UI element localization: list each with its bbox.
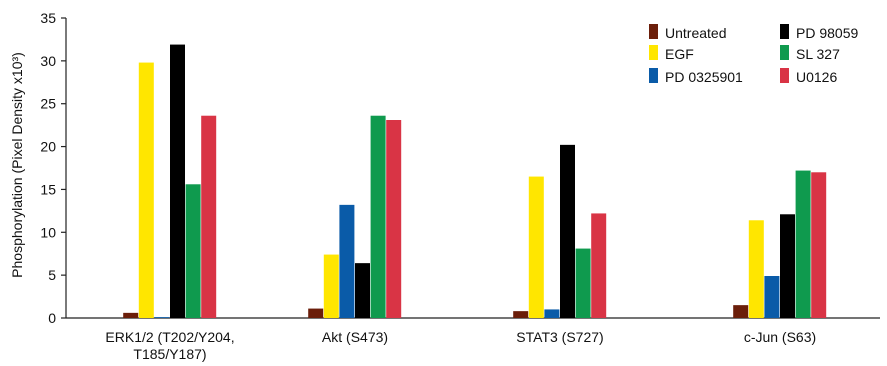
legend-label: SL 327 (796, 46, 840, 62)
bar (170, 44, 185, 318)
y-tick-label: 5 (48, 267, 56, 283)
bar-group (123, 44, 217, 319)
x-tick-label: c-Jun (S63) (744, 329, 816, 345)
bar (154, 317, 170, 318)
bar (355, 263, 370, 318)
y-tick-label: 30 (40, 53, 56, 69)
x-tick-label: STAT3 (S727) (516, 329, 603, 345)
bar (123, 312, 139, 318)
legend-label: Untreated (665, 25, 726, 41)
bars (123, 44, 827, 319)
legend-swatch (649, 68, 658, 83)
bar (733, 305, 749, 318)
legend-item: PD 98059 (780, 24, 858, 41)
legend-label: PD 98059 (796, 25, 858, 41)
x-axis: ERK1/2 (T202/Y204,T185/Y187) Akt (S473) ST… (66, 317, 880, 362)
y-tick-label: 10 (40, 224, 56, 240)
bar (138, 62, 154, 319)
bar (764, 276, 780, 318)
legend: Untreated EGF PD 0325901 PD 98059 SL 327 U012… (649, 24, 858, 85)
x-tick-label: T185/Y187) (133, 346, 206, 362)
bar (748, 220, 764, 318)
legend-swatch (649, 24, 658, 39)
bar (528, 176, 544, 318)
legend-swatch (780, 68, 789, 83)
y-axis-label: Phosphorylation (Pixel Density x10³) (9, 52, 25, 278)
bar (308, 308, 324, 318)
bar (323, 254, 339, 318)
legend-swatch (780, 24, 789, 39)
y-tick-label: 20 (40, 139, 56, 155)
legend-item: PD 0325901 (649, 68, 743, 85)
y-tick-label: 25 (40, 96, 56, 112)
legend-item: EGF (649, 45, 694, 62)
bar (544, 309, 560, 318)
bar (591, 213, 607, 318)
legend-swatch (649, 45, 658, 60)
bar (795, 170, 811, 318)
bar (575, 248, 591, 318)
legend-swatch (780, 45, 789, 60)
bar-group (513, 144, 607, 318)
bar (513, 311, 529, 318)
y-tick-label: 35 (40, 10, 56, 26)
legend-label: U0126 (796, 69, 837, 85)
bar (386, 120, 402, 318)
legend-item: SL 327 (780, 45, 840, 62)
bar-group (733, 170, 827, 318)
legend-item: Untreated (649, 24, 726, 41)
x-tick-label: ERK1/2 (T202/Y204, (105, 329, 234, 345)
bar (780, 214, 795, 318)
bar (201, 115, 217, 318)
legend-label: EGF (665, 46, 694, 62)
y-tick-label: 0 (48, 310, 56, 326)
bar (811, 172, 827, 318)
bar (560, 144, 575, 318)
bar (185, 184, 201, 318)
x-tick-label: Akt (S473) (322, 329, 388, 345)
bar (339, 204, 355, 318)
y-tick-label: 15 (40, 181, 56, 197)
bar (370, 115, 386, 318)
legend-label: PD 0325901 (665, 69, 743, 85)
y-axis: 0 5 10 15 20 25 30 35 (40, 10, 67, 326)
legend-item: U0126 (780, 68, 837, 85)
bar-group (308, 115, 402, 318)
